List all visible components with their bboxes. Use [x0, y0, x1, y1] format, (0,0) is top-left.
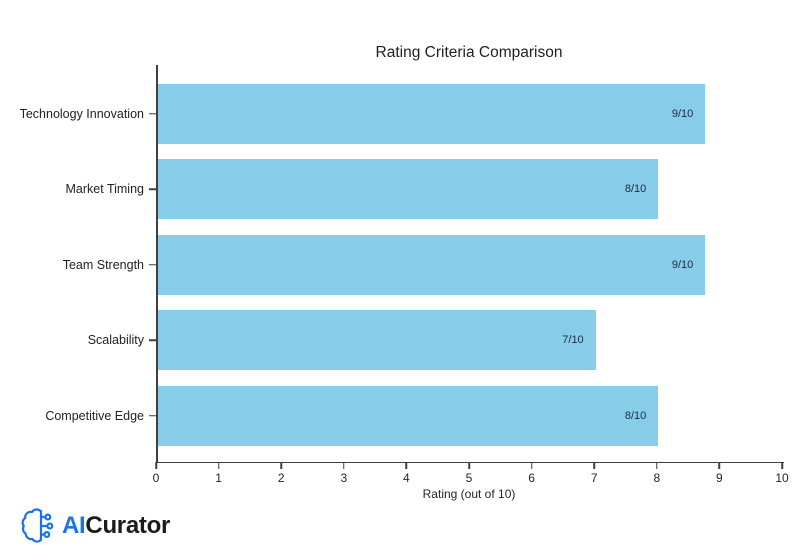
bar-value-label-competitive-edge: 8/10	[624, 409, 647, 422]
bar-market-timing	[157, 159, 659, 219]
x-axis-label: Rating (out of 10)	[422, 487, 516, 501]
y-tick-competitive-edge	[149, 414, 156, 417]
x-tick-3	[343, 461, 345, 469]
x-axis-spine	[156, 461, 784, 463]
category-label-market-timing: Market Timing	[65, 182, 145, 196]
category-label-team-strength: Team Strength	[62, 257, 144, 272]
aicurator-logo: AICurator	[20, 506, 170, 546]
x-tick-label-7: 7	[590, 471, 598, 485]
bar-scalability	[157, 310, 596, 370]
x-tick-2	[280, 461, 282, 469]
x-tick-label-4: 4	[403, 471, 410, 485]
bar-value-label-technology-innovation: 9/10	[671, 107, 694, 120]
bar-team-strength	[157, 234, 706, 295]
x-tick-1	[217, 461, 220, 469]
category-label-competitive-edge: Competitive Edge	[45, 408, 144, 423]
x-tick-10	[781, 461, 783, 469]
brain-circuit-icon	[21, 508, 54, 543]
y-axis-spine	[156, 65, 158, 462]
x-tick-6	[530, 461, 533, 469]
x-tick-label-0: 0	[152, 471, 160, 485]
bar-value-label-market-timing: 8/10	[624, 183, 647, 195]
logo-text: AICurator	[62, 514, 170, 538]
x-tick-0	[155, 461, 157, 469]
x-tick-label-8: 8	[653, 471, 661, 485]
x-tick-label-1: 1	[215, 471, 222, 485]
x-tick-8	[656, 461, 658, 469]
bar-value-label-team-strength: 9/10	[671, 258, 694, 271]
x-tick-4	[405, 461, 408, 469]
y-tick-team-strength	[149, 263, 156, 266]
x-tick-9	[718, 461, 721, 469]
x-tick-7	[593, 461, 595, 469]
y-tick-technology-innovation	[149, 112, 156, 115]
chart-title: Rating Criteria Comparison	[375, 44, 563, 61]
y-tick-market-timing	[149, 188, 156, 190]
x-tick-label-3: 3	[340, 471, 348, 485]
logo-text-ai: AI	[62, 512, 86, 539]
category-label-technology-innovation: Technology Innovation	[19, 106, 144, 121]
x-tick-label-6: 6	[528, 471, 535, 485]
x-tick-label-2: 2	[277, 471, 285, 485]
logo-text-curator: Curator	[85, 512, 170, 539]
bar-value-label-scalability: 7/10	[562, 334, 584, 346]
y-tick-scalability	[149, 339, 156, 341]
x-tick-label-9: 9	[716, 471, 723, 485]
x-tick-label-10: 10	[775, 471, 789, 485]
category-label-scalability: Scalability	[87, 333, 144, 347]
x-tick-5	[468, 461, 470, 469]
bar-competitive-edge	[157, 385, 659, 446]
bar-technology-innovation	[157, 83, 706, 144]
x-tick-label-5: 5	[465, 471, 473, 485]
